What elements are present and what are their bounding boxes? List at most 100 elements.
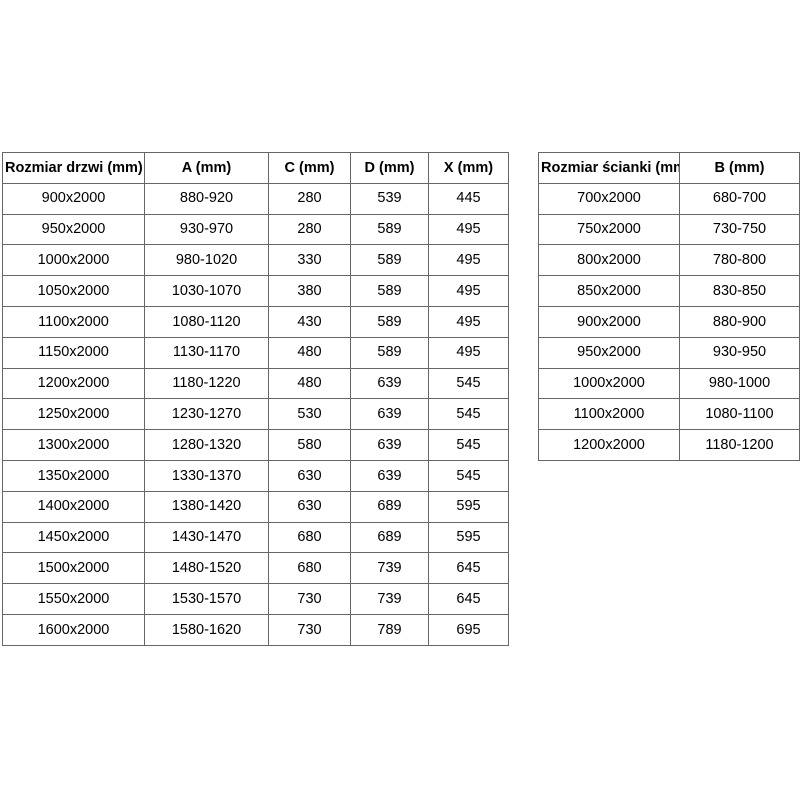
table-cell: 680-700 [679, 182, 800, 215]
table-cell: 330 [268, 244, 351, 277]
table-row: 1200x2000 1180-1220 480 639 545 [2, 367, 509, 400]
table-cell: 530 [268, 398, 351, 431]
table-cell: 1250x2000 [2, 398, 145, 431]
table-row: 1400x2000 1380-1420 630 689 595 [2, 490, 509, 523]
table-cell: 1330-1370 [144, 459, 269, 492]
table-cell: 595 [428, 521, 509, 554]
table-cell: 700x2000 [538, 182, 680, 215]
table-cell: 930-970 [144, 213, 269, 246]
table-row: 1550x2000 1530-1570 730 739 645 [2, 583, 509, 615]
table-row: 1200x2000 1180-1200 [538, 429, 800, 461]
table-cell: 639 [350, 398, 429, 431]
table-row: 1100x2000 1080-1100 [538, 398, 800, 431]
table-cell: 545 [428, 459, 509, 492]
table-cell: 589 [350, 244, 429, 277]
table-cell: 545 [428, 398, 509, 431]
table-row: 950x2000 930-970 280 589 495 [2, 213, 509, 246]
table-cell: 495 [428, 244, 509, 277]
table-cell: 950x2000 [2, 213, 145, 246]
table-row: 1500x2000 1480-1520 680 739 645 [2, 552, 509, 585]
table-row: 1000x2000 980-1020 330 589 495 [2, 244, 509, 277]
table-row: 750x2000 730-750 [538, 213, 800, 246]
table-row: 1450x2000 1430-1470 680 689 595 [2, 521, 509, 554]
header-row: Rozmiar ścianki (mm) B (mm) [538, 152, 800, 184]
table-cell: 1300x2000 [2, 429, 145, 461]
table-cell: 1280-1320 [144, 429, 269, 461]
table-cell: 780-800 [679, 244, 800, 277]
table-cell: 1230-1270 [144, 398, 269, 431]
table-cell: 589 [350, 213, 429, 246]
table-cell: 980-1020 [144, 244, 269, 277]
table-cell: 480 [268, 336, 351, 369]
table-cell: 1200x2000 [538, 429, 680, 461]
table-cell: 595 [428, 490, 509, 523]
table-cell: 645 [428, 552, 509, 585]
table-cell: 1000x2000 [2, 244, 145, 277]
table-cell: 280 [268, 182, 351, 215]
table-cell: 950x2000 [538, 336, 680, 369]
table-cell: 1180-1220 [144, 367, 269, 400]
column-header: C (mm) [268, 152, 351, 184]
wall-sizes-table: Rozmiar ścianki (mm) B (mm) 700x2000 680-70… [538, 152, 800, 461]
table-cell: 280 [268, 213, 351, 246]
table-row: 1100x2000 1080-1120 430 589 495 [2, 305, 509, 338]
table-cell: 1080-1100 [679, 398, 800, 431]
table-cell: 1350x2000 [2, 459, 145, 492]
table-cell: 589 [350, 305, 429, 338]
column-header: D (mm) [350, 152, 429, 184]
table-cell: 1150x2000 [2, 336, 145, 369]
table-cell: 1400x2000 [2, 490, 145, 523]
table-cell: 730 [268, 583, 351, 615]
door-sizes-table: Rozmiar drzwi (mm) A (mm) C (mm) D (mm) X (m… [2, 152, 509, 646]
table-cell: 1100x2000 [2, 305, 145, 338]
table-cell: 689 [350, 490, 429, 523]
table-row: 800x2000 780-800 [538, 244, 800, 277]
table-cell: 1380-1420 [144, 490, 269, 523]
table-row: 1150x2000 1130-1170 480 589 495 [2, 336, 509, 369]
column-header: B (mm) [679, 152, 800, 184]
table-cell: 539 [350, 182, 429, 215]
table-row: 1250x2000 1230-1270 530 639 545 [2, 398, 509, 431]
table-cell: 630 [268, 490, 351, 523]
table-cell: 1480-1520 [144, 552, 269, 585]
table-cell: 1580-1620 [144, 613, 269, 646]
table-cell: 830-850 [679, 275, 800, 307]
table-cell: 495 [428, 336, 509, 369]
table-row: 1300x2000 1280-1320 580 639 545 [2, 429, 509, 461]
table-cell: 789 [350, 613, 429, 646]
column-header: Rozmiar drzwi (mm) [2, 152, 145, 184]
table-row: 1600x2000 1580-1620 730 789 695 [2, 613, 509, 646]
table-row: 1000x2000 980-1000 [538, 367, 800, 400]
table-row: 1050x2000 1030-1070 380 589 495 [2, 275, 509, 307]
table-cell: 545 [428, 367, 509, 400]
table-cell: 1530-1570 [144, 583, 269, 615]
table-cell: 1130-1170 [144, 336, 269, 369]
table-cell: 639 [350, 459, 429, 492]
table-cell: 800x2000 [538, 244, 680, 277]
table-cell: 1000x2000 [538, 367, 680, 400]
table-cell: 680 [268, 552, 351, 585]
table-cell: 880-920 [144, 182, 269, 215]
table-cell: 495 [428, 305, 509, 338]
table-cell: 380 [268, 275, 351, 307]
table-cell: 1430-1470 [144, 521, 269, 554]
table-cell: 739 [350, 583, 429, 615]
table-cell: 589 [350, 336, 429, 369]
table-cell: 580 [268, 429, 351, 461]
table-cell: 430 [268, 305, 351, 338]
table-cell: 495 [428, 275, 509, 307]
table-cell: 495 [428, 213, 509, 246]
table-cell: 689 [350, 521, 429, 554]
table-cell: 480 [268, 367, 351, 400]
table-cell: 645 [428, 583, 509, 615]
table-cell: 930-950 [679, 336, 800, 369]
table-cell: 545 [428, 429, 509, 461]
table-cell: 1550x2000 [2, 583, 145, 615]
table-cell: 750x2000 [538, 213, 680, 246]
table-row: 1350x2000 1330-1370 630 639 545 [2, 459, 509, 492]
column-header: X (mm) [428, 152, 509, 184]
table-cell: 1500x2000 [2, 552, 145, 585]
table-row: 900x2000 880-900 [538, 305, 800, 338]
table-row: 850x2000 830-850 [538, 275, 800, 307]
